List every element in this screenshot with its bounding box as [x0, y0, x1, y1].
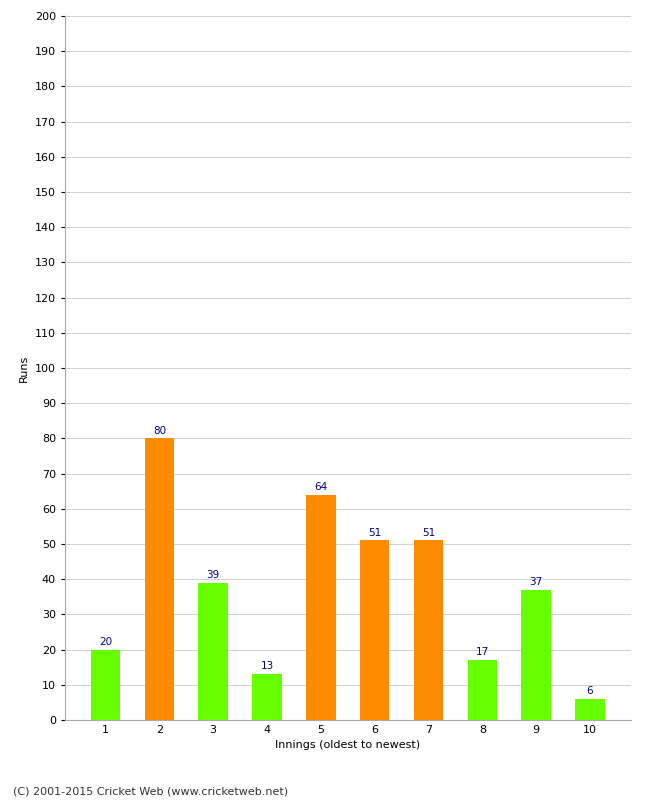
Text: 64: 64 — [314, 482, 328, 492]
Text: 13: 13 — [261, 662, 274, 671]
Text: 17: 17 — [476, 647, 489, 658]
Bar — [575, 699, 604, 720]
Bar — [91, 650, 120, 720]
X-axis label: Innings (oldest to newest): Innings (oldest to newest) — [275, 741, 421, 750]
Text: 37: 37 — [530, 577, 543, 587]
Bar — [521, 590, 551, 720]
Y-axis label: Runs: Runs — [20, 354, 29, 382]
Text: 80: 80 — [153, 426, 166, 435]
Bar — [306, 494, 335, 720]
Bar — [252, 674, 282, 720]
Bar — [467, 660, 497, 720]
Text: 6: 6 — [587, 686, 593, 696]
Bar — [360, 541, 389, 720]
Bar — [144, 438, 174, 720]
Bar — [198, 582, 228, 720]
Bar — [413, 541, 443, 720]
Text: 39: 39 — [207, 570, 220, 580]
Text: 51: 51 — [422, 528, 435, 538]
Text: 20: 20 — [99, 637, 112, 646]
Text: (C) 2001-2015 Cricket Web (www.cricketweb.net): (C) 2001-2015 Cricket Web (www.cricketwe… — [13, 786, 288, 796]
Text: 51: 51 — [368, 528, 382, 538]
